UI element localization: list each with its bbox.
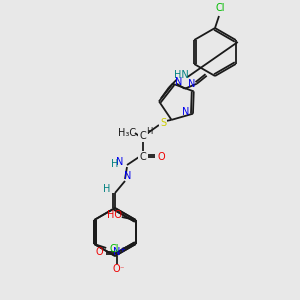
Text: ⁻: ⁻ — [120, 265, 124, 274]
Text: Cl: Cl — [215, 3, 225, 13]
Text: +: + — [119, 247, 125, 253]
Text: HO: HO — [107, 210, 122, 220]
Text: N: N — [113, 247, 121, 257]
Text: S: S — [160, 118, 166, 128]
Text: Cl: Cl — [110, 244, 119, 254]
Text: H₃C: H₃C — [118, 128, 136, 138]
Text: N: N — [116, 157, 124, 167]
Text: C: C — [140, 152, 146, 162]
Text: O: O — [96, 247, 103, 257]
Text: H: H — [103, 184, 111, 194]
Text: O: O — [157, 152, 165, 162]
Text: N: N — [182, 107, 190, 117]
Text: N: N — [124, 171, 132, 181]
Text: HN: HN — [174, 70, 188, 80]
Text: C: C — [140, 131, 146, 141]
Text: O: O — [113, 264, 121, 274]
Text: H: H — [111, 159, 119, 169]
Text: N: N — [188, 80, 195, 89]
Text: N: N — [175, 77, 182, 87]
Text: H: H — [146, 128, 152, 136]
